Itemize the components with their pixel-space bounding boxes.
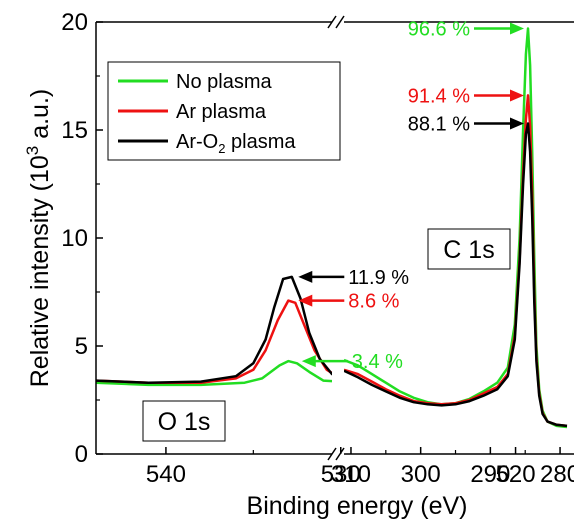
annotation-label-1: 91.4 % <box>408 85 470 107</box>
svg-text:O 1s: O 1s <box>158 408 211 436</box>
break-mark-top <box>327 15 345 29</box>
y-tick-label-20: 20 <box>61 9 88 36</box>
y-tick-label-0: 0 <box>75 441 88 468</box>
y-tick-label-10: 10 <box>61 225 88 252</box>
annotation-1: 91.4 % <box>408 85 524 107</box>
annotation-label-4: 8.6 % <box>348 291 399 313</box>
svg-text:C 1s: C 1s <box>443 236 494 264</box>
x-tick-label-310: 310 <box>331 461 371 488</box>
annotation-2: 88.1 % <box>408 114 524 136</box>
annotation-4: 8.6 % <box>298 291 400 313</box>
panel-label-o1s: O 1s <box>142 400 226 442</box>
annotations-layer: 96.6 % 91.4 % 88.1 % 11.9 %8.6 % 3.4 % <box>298 18 524 373</box>
annotation-label-5: 3.4 % <box>352 351 403 373</box>
x-tick-label-280: 280 <box>540 461 574 488</box>
annotation-label-0: 96.6 % <box>408 18 470 40</box>
panel-label-c1s: C 1s <box>427 228 511 270</box>
annotation-label-2: 88.1 % <box>408 114 470 136</box>
legend-label-no-plasma: No plasma <box>176 71 272 93</box>
y-tick-label-15: 15 <box>61 117 88 144</box>
series-line-2-right <box>344 122 568 428</box>
y-tick-label-5: 5 <box>75 333 88 360</box>
annotation-3: 11.9 % <box>298 267 409 289</box>
x-tick-label-520: 520 <box>496 461 536 488</box>
x-axis-label: Binding energy (eV) <box>247 492 468 520</box>
x-tick-label-300: 300 <box>401 461 441 488</box>
x-tick-label-540: 540 <box>146 461 186 488</box>
x-tick-label-290: 290 <box>470 461 510 488</box>
legend: No plasma Ar plasma Ar-O2 plasma <box>107 61 341 161</box>
y-axis-label: Relative intensity (103 a.u.) <box>23 89 54 388</box>
legend-label-ar-plasma: Ar plasma <box>176 101 267 123</box>
annotation-label-3: 11.9 % <box>348 267 409 289</box>
annotation-5: 3.4 % <box>301 351 403 373</box>
axes-layer: 0 5 10 15 20 540 530 520 310 300 290 280 <box>61 9 574 488</box>
x-tick-label-530: 530 <box>321 461 361 488</box>
annotation-0: 96.6 % <box>408 18 524 40</box>
series-line-2-left <box>96 275 332 384</box>
series-line-0-left <box>96 359 332 387</box>
legend-label-ar-o2-plasma: Ar-O2 plasma <box>176 131 296 156</box>
